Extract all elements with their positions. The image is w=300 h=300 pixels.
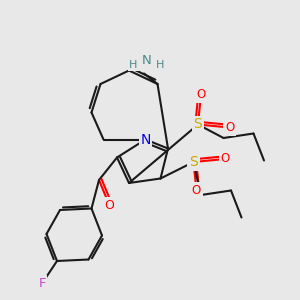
Text: H: H xyxy=(129,59,138,70)
Text: O: O xyxy=(220,152,230,166)
Text: S: S xyxy=(194,118,202,131)
Text: O: O xyxy=(192,184,201,197)
Text: N: N xyxy=(140,133,151,146)
Text: O: O xyxy=(225,121,234,134)
Text: S: S xyxy=(189,155,198,169)
Text: N: N xyxy=(142,53,152,67)
Text: F: F xyxy=(38,277,46,290)
Text: O: O xyxy=(105,199,114,212)
Text: H: H xyxy=(156,59,165,70)
Text: O: O xyxy=(196,88,206,101)
